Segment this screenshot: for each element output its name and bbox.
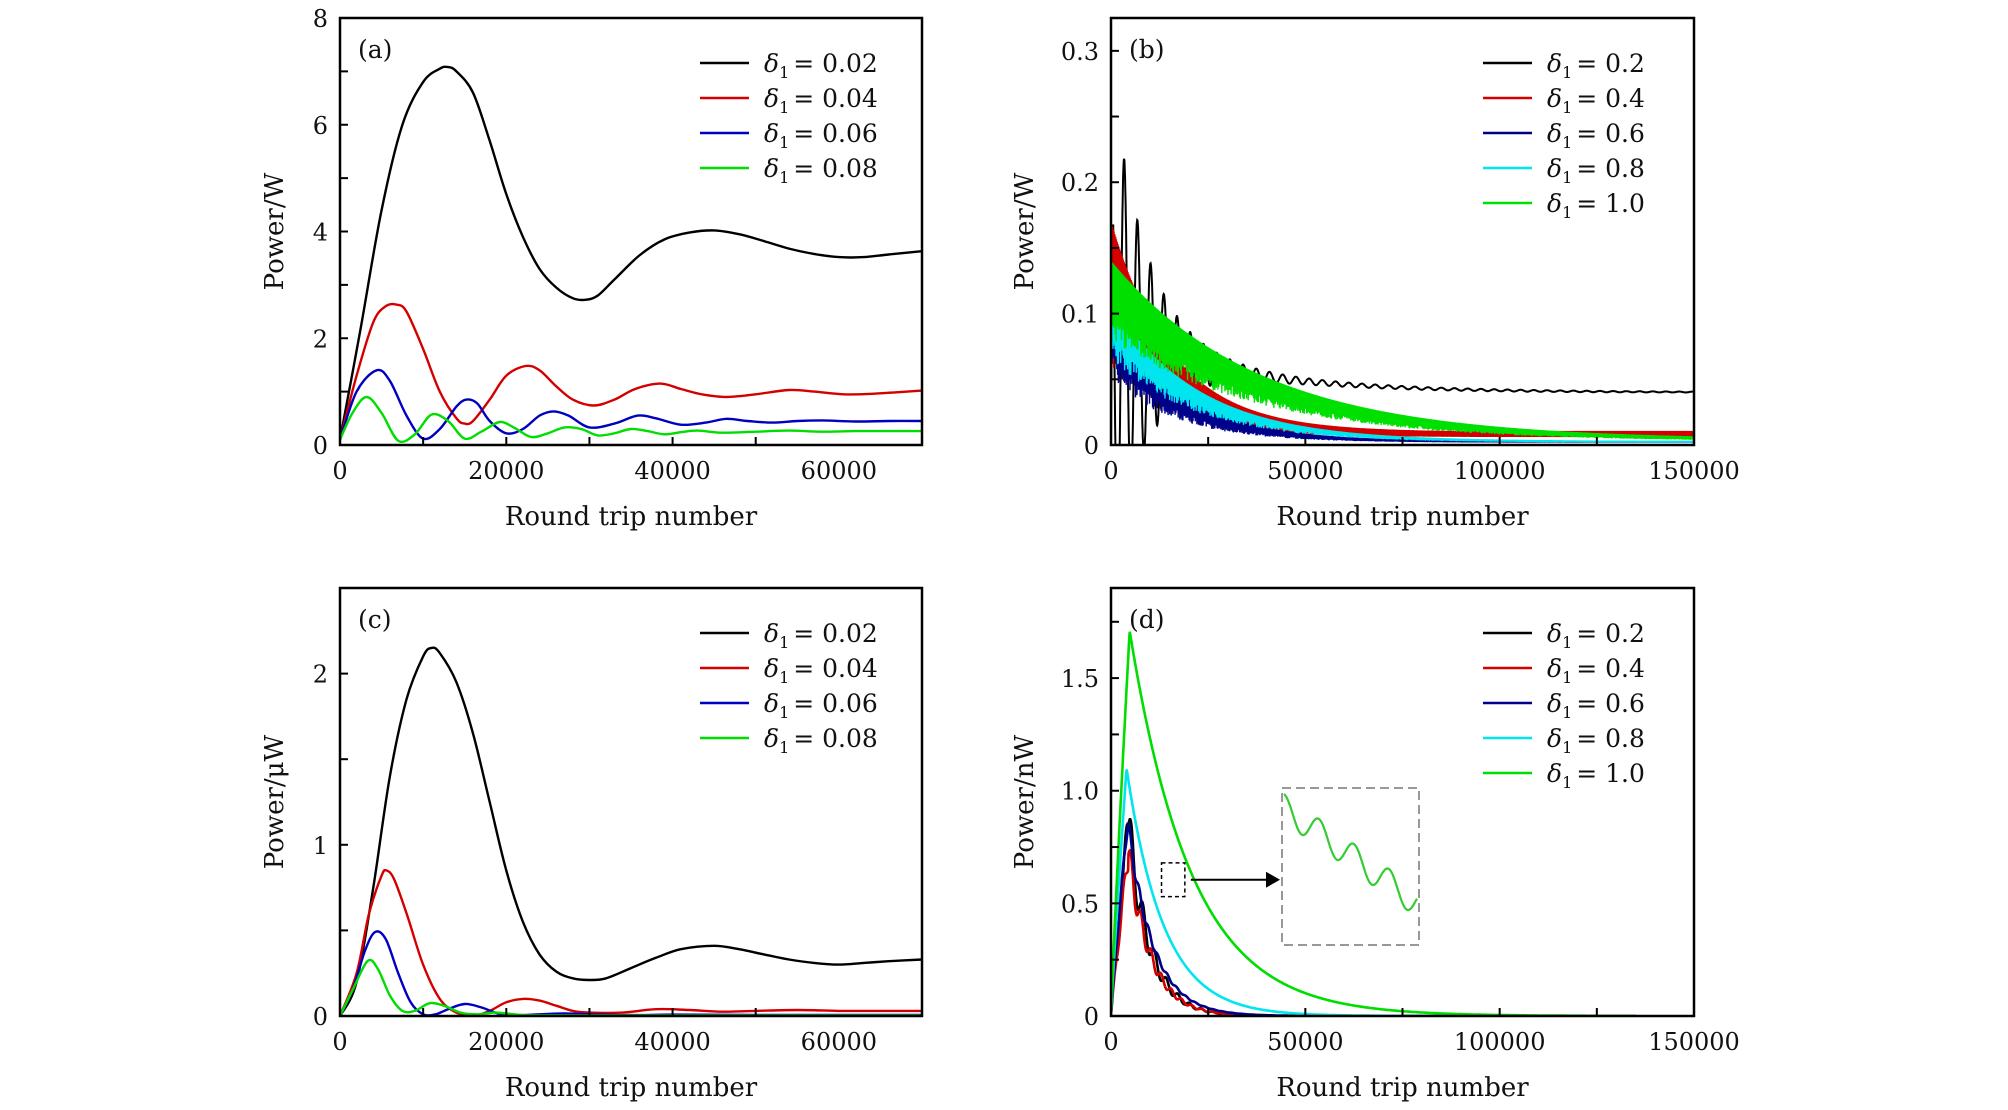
panel-a: 0 20000 40000 60000 0 2 4 6 8 Round trip number Po… — [260, 5, 924, 532]
line-series-10_08 — [340, 395, 922, 444]
y-axis-label: Power/nW — [1010, 735, 1040, 870]
x-tick-label: 0 — [1103, 1028, 1118, 1056]
legend-entry: δ1 = 0.4 — [1547, 654, 1645, 687]
y-tick-label: 0 — [313, 1003, 328, 1031]
arrow-head-icon — [1266, 871, 1280, 888]
line-series-10_04 — [340, 302, 922, 441]
x-tick-label: 0 — [1103, 457, 1118, 485]
x-axis-label: Round trip number — [505, 1073, 758, 1103]
legend-entry: δ1 = 0.6 — [1547, 689, 1645, 722]
legend: δ1 = 0.2δ1 = 0.4δ1 = 0.6δ1 = 0.8δ1 = 1.0 — [1483, 619, 1645, 792]
y-tick-label: 2 — [313, 661, 328, 689]
panel-b: 0 50000 100000 150000 0 0.1 0.2 0.3 Round trip n… — [1010, 16, 1740, 532]
line-series-10_02 — [340, 65, 922, 440]
y-tick-label: 1.0 — [1061, 778, 1099, 806]
legend-entry: δ1 = 0.08 — [764, 154, 878, 187]
band-series-11_0 — [1111, 261, 1694, 440]
y-tick-label: 6 — [313, 112, 328, 140]
y-tick-label: 0 — [1084, 1003, 1099, 1031]
y-tick-label: 0 — [1084, 432, 1099, 460]
legend-entry: δ1 = 0.2 — [1547, 619, 1645, 652]
y-tick-label: 0 — [313, 432, 328, 460]
x-tick-label: 40000 — [634, 1028, 710, 1056]
x-axis-label: Round trip number — [1276, 1073, 1529, 1103]
line-series-10_6 — [1111, 822, 1636, 1016]
y-tick-label: 8 — [313, 5, 328, 33]
line-series-10_06 — [340, 368, 922, 441]
inset-curve — [1283, 793, 1418, 912]
axes-frame — [338, 16, 924, 447]
inset-box — [1281, 787, 1420, 946]
x-axis-label: Round trip number — [505, 502, 758, 532]
y-tick-label: 1.5 — [1061, 665, 1099, 693]
legend-entry: δ1 = 0.4 — [1547, 84, 1645, 117]
legend-entry: δ1 = 0.06 — [764, 119, 878, 152]
x-tick-label: 150000 — [1648, 1028, 1740, 1056]
y-axis-label: Power/W — [260, 172, 290, 290]
legend-entry: δ1 = 1.0 — [1547, 759, 1645, 792]
ripple-series-10_04 — [340, 869, 922, 1016]
legend-entry: δ1 = 1.0 — [1547, 189, 1645, 222]
x-tick-label: 50000 — [1267, 1028, 1343, 1056]
y-tick-label: 0.5 — [1061, 890, 1099, 918]
y-axis-label: Power/μW — [260, 734, 290, 869]
x-tick-label: 100000 — [1454, 1028, 1546, 1056]
y-axis-label: Power/W — [1010, 172, 1040, 290]
x-tick-label: 20000 — [468, 457, 544, 485]
legend-entry: δ1 = 0.8 — [1547, 154, 1645, 187]
legend-entry: δ1 = 0.04 — [764, 84, 878, 117]
legend-entry: δ1 = 0.02 — [764, 619, 878, 652]
panel-d: 0 50000 100000 150000 0 0.5 1.0 1.5 Round trip n… — [1010, 586, 1740, 1103]
legend-entry: δ1 = 0.8 — [1547, 724, 1645, 757]
legend-entry: δ1 = 0.04 — [764, 654, 878, 687]
panel-label: (c) — [358, 605, 392, 634]
legend: δ1 = 0.2δ1 = 0.4δ1 = 0.6δ1 = 0.8δ1 = 1.0 — [1483, 49, 1645, 222]
legend-entry: δ1 = 0.06 — [764, 689, 878, 722]
legend-entry: δ1 = 0.6 — [1547, 119, 1645, 152]
x-tick-label: 40000 — [634, 457, 710, 485]
legend-entry: δ1 = 0.2 — [1547, 49, 1645, 82]
x-tick-label: 60000 — [801, 1028, 877, 1056]
y-tick-label: 2 — [313, 325, 328, 353]
ripple-series-10_02 — [340, 647, 922, 1016]
y-tick-label: 1 — [313, 832, 328, 860]
y-tick-label: 0.1 — [1061, 301, 1099, 329]
panel-label: (b) — [1129, 35, 1165, 64]
y-tick-label: 0.2 — [1061, 169, 1099, 197]
y-tick-label: 4 — [313, 219, 328, 247]
panel-c: 0 20000 40000 60000 0 1 2 Round trip number Powe… — [260, 586, 924, 1103]
x-tick-label: 0 — [332, 457, 347, 485]
x-axis-label: Round trip number — [1276, 502, 1529, 532]
legend-entry: δ1 = 0.08 — [764, 724, 878, 757]
line-series-10_4 — [1111, 848, 1636, 1016]
panel-label: (d) — [1129, 605, 1165, 634]
line-series-10_04 — [340, 868, 922, 1016]
x-tick-label: 150000 — [1648, 457, 1740, 485]
x-tick-label: 0 — [332, 1028, 347, 1056]
x-tick-label: 20000 — [468, 1028, 544, 1056]
x-tick-label: 60000 — [801, 457, 877, 485]
plot-area — [340, 65, 922, 444]
y-tick-label: 0.3 — [1061, 38, 1099, 66]
panel-label: (a) — [358, 35, 392, 64]
x-tick-label: 100000 — [1454, 457, 1546, 485]
legend-entry: δ1 = 0.02 — [764, 49, 878, 82]
inset-source-box — [1160, 862, 1186, 898]
x-tick-label: 50000 — [1267, 457, 1343, 485]
axes-frame — [338, 586, 924, 1018]
